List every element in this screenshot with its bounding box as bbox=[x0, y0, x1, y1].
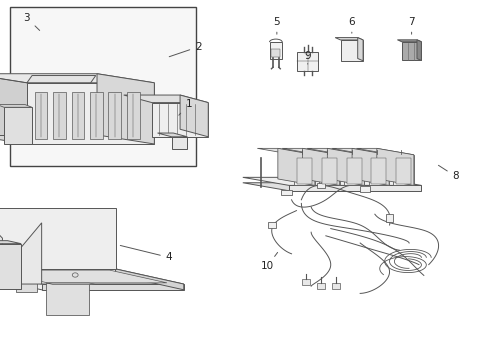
Polygon shape bbox=[27, 76, 96, 83]
Polygon shape bbox=[123, 95, 208, 103]
Polygon shape bbox=[371, 158, 387, 184]
Polygon shape bbox=[341, 40, 363, 61]
Bar bbox=[271, 49, 280, 57]
Text: 10: 10 bbox=[261, 252, 278, 271]
Polygon shape bbox=[307, 148, 365, 155]
Polygon shape bbox=[63, 283, 85, 303]
Polygon shape bbox=[319, 155, 340, 185]
Polygon shape bbox=[303, 148, 340, 185]
Bar bbox=[386, 214, 393, 222]
Polygon shape bbox=[0, 104, 32, 107]
Polygon shape bbox=[282, 148, 340, 155]
Text: 3: 3 bbox=[24, 13, 40, 31]
Polygon shape bbox=[344, 155, 365, 185]
Polygon shape bbox=[0, 208, 116, 269]
Polygon shape bbox=[47, 283, 89, 315]
Bar bbox=[270, 42, 282, 59]
Polygon shape bbox=[358, 37, 363, 61]
Polygon shape bbox=[327, 148, 365, 185]
Polygon shape bbox=[257, 148, 315, 155]
Polygon shape bbox=[0, 270, 167, 283]
Polygon shape bbox=[172, 137, 187, 149]
Polygon shape bbox=[72, 92, 84, 139]
Polygon shape bbox=[90, 92, 103, 139]
Bar bbox=[332, 283, 340, 289]
Polygon shape bbox=[294, 155, 315, 185]
Bar bbox=[360, 186, 370, 192]
Polygon shape bbox=[53, 92, 66, 139]
Polygon shape bbox=[16, 272, 37, 292]
Polygon shape bbox=[393, 155, 414, 185]
Text: 6: 6 bbox=[348, 17, 355, 33]
Polygon shape bbox=[335, 37, 363, 40]
Bar bbox=[281, 190, 292, 195]
Bar bbox=[302, 279, 310, 285]
Polygon shape bbox=[278, 148, 315, 185]
Bar bbox=[10, 7, 196, 166]
Polygon shape bbox=[0, 241, 21, 244]
Polygon shape bbox=[108, 92, 121, 139]
Polygon shape bbox=[0, 244, 21, 289]
Polygon shape bbox=[289, 185, 421, 191]
Polygon shape bbox=[396, 158, 411, 184]
Polygon shape bbox=[27, 83, 154, 144]
Bar bbox=[297, 52, 318, 71]
Polygon shape bbox=[97, 74, 154, 144]
Polygon shape bbox=[152, 103, 208, 137]
Polygon shape bbox=[0, 208, 28, 281]
Polygon shape bbox=[243, 183, 421, 191]
Polygon shape bbox=[42, 284, 184, 290]
Polygon shape bbox=[377, 148, 414, 185]
Text: 9: 9 bbox=[304, 51, 311, 64]
Polygon shape bbox=[397, 40, 421, 42]
Polygon shape bbox=[368, 155, 389, 185]
Polygon shape bbox=[127, 92, 140, 139]
Polygon shape bbox=[417, 40, 421, 60]
Polygon shape bbox=[180, 95, 208, 137]
Polygon shape bbox=[0, 74, 97, 135]
Polygon shape bbox=[158, 133, 187, 137]
Polygon shape bbox=[402, 42, 421, 60]
Polygon shape bbox=[356, 148, 414, 155]
Bar bbox=[317, 283, 325, 289]
Text: 5: 5 bbox=[273, 17, 280, 34]
Polygon shape bbox=[0, 275, 184, 290]
Bar bbox=[317, 183, 325, 188]
Text: 8: 8 bbox=[439, 165, 459, 181]
Polygon shape bbox=[332, 148, 389, 155]
Polygon shape bbox=[322, 158, 337, 184]
Polygon shape bbox=[35, 92, 48, 139]
Polygon shape bbox=[16, 223, 42, 284]
Bar bbox=[268, 222, 276, 228]
Polygon shape bbox=[4, 107, 32, 144]
Text: 4: 4 bbox=[121, 246, 172, 262]
Polygon shape bbox=[0, 269, 184, 284]
Text: 7: 7 bbox=[408, 17, 415, 34]
Polygon shape bbox=[0, 74, 154, 83]
Polygon shape bbox=[297, 158, 312, 184]
Polygon shape bbox=[0, 135, 154, 144]
Polygon shape bbox=[346, 158, 362, 184]
Text: 2: 2 bbox=[169, 42, 202, 57]
Polygon shape bbox=[47, 283, 96, 284]
Polygon shape bbox=[352, 148, 389, 185]
Text: 1: 1 bbox=[179, 99, 192, 115]
Polygon shape bbox=[116, 269, 184, 290]
Polygon shape bbox=[243, 177, 421, 185]
